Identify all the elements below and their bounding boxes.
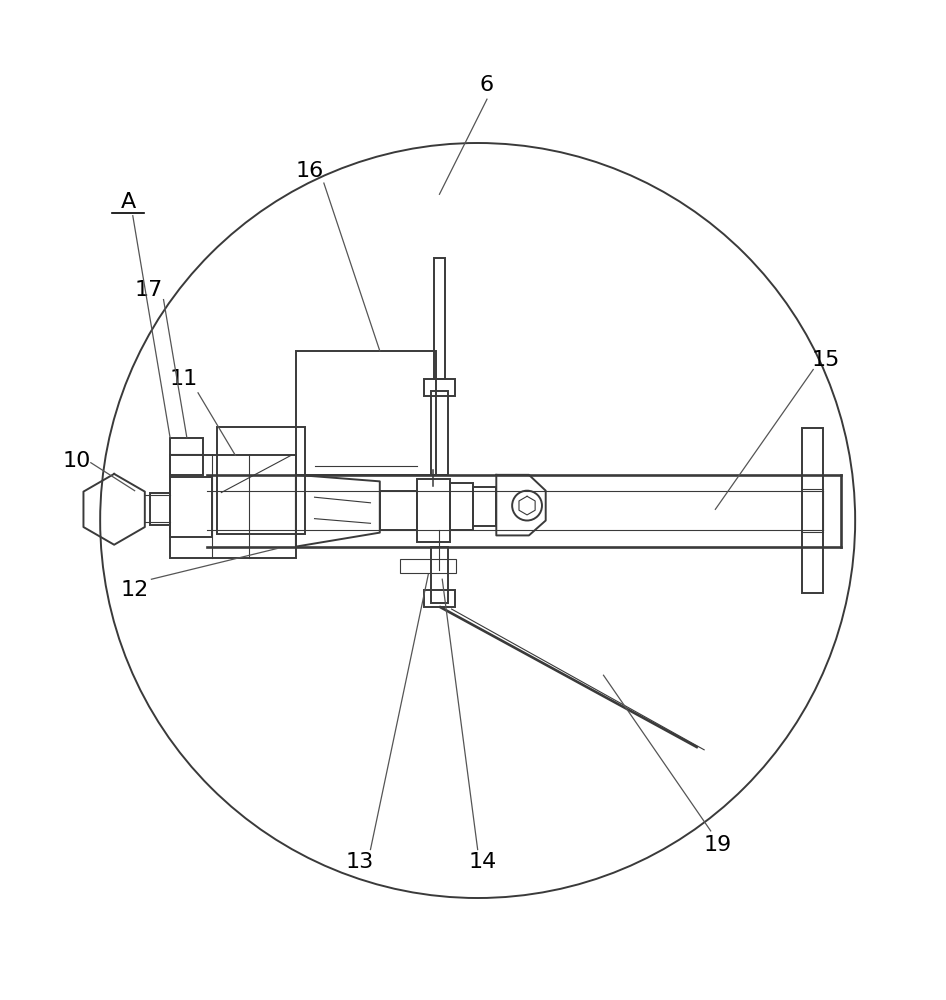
- Text: 19: 19: [703, 835, 731, 855]
- Bar: [170, 477, 212, 537]
- Text: A: A: [120, 192, 135, 212]
- Bar: [449, 483, 473, 530]
- Bar: [424, 379, 455, 396]
- Bar: [802, 428, 822, 593]
- Text: 16: 16: [296, 161, 324, 181]
- Bar: [424, 590, 455, 607]
- Bar: [417, 479, 449, 542]
- Text: 17: 17: [134, 280, 163, 300]
- Bar: [434, 258, 445, 379]
- Text: 14: 14: [468, 852, 497, 872]
- Text: 11: 11: [170, 369, 198, 389]
- Bar: [431, 547, 447, 603]
- Bar: [296, 351, 436, 475]
- Text: 12: 12: [120, 580, 149, 600]
- Bar: [149, 493, 170, 525]
- Bar: [431, 391, 447, 475]
- Text: 10: 10: [62, 451, 91, 471]
- Bar: [170, 438, 202, 475]
- Bar: [473, 487, 497, 526]
- Bar: [379, 491, 417, 530]
- Text: 15: 15: [811, 350, 839, 370]
- Bar: [170, 455, 296, 558]
- Text: 13: 13: [345, 852, 374, 872]
- Text: 6: 6: [480, 75, 494, 95]
- Bar: [400, 559, 456, 573]
- Bar: [217, 427, 306, 534]
